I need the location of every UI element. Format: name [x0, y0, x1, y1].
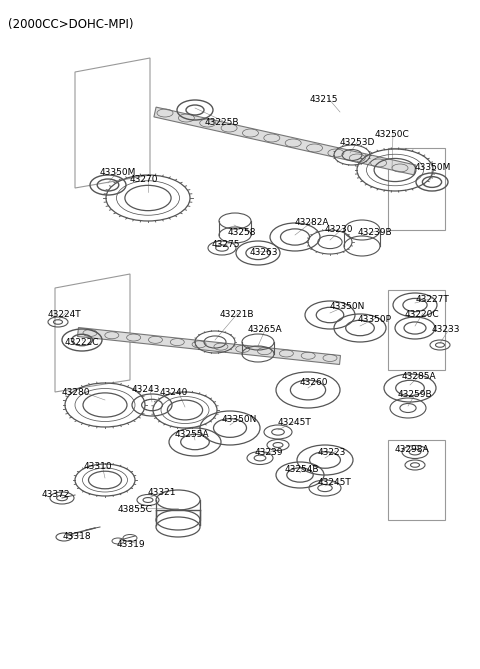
Text: 43243: 43243	[132, 385, 160, 394]
Text: 43221B: 43221B	[220, 310, 254, 319]
Text: 43245T: 43245T	[318, 478, 352, 487]
Text: 43239: 43239	[255, 448, 284, 457]
Text: 43350N: 43350N	[222, 415, 257, 424]
Text: 43240: 43240	[160, 388, 188, 397]
Text: 43321: 43321	[148, 488, 177, 497]
Text: 43259B: 43259B	[398, 390, 432, 399]
Text: 43224T: 43224T	[48, 310, 82, 319]
Text: 43280: 43280	[62, 388, 91, 397]
Text: 43260: 43260	[300, 378, 328, 387]
Text: 43220C: 43220C	[405, 310, 440, 319]
Text: 43350P: 43350P	[358, 315, 392, 324]
Text: 43227T: 43227T	[416, 295, 450, 304]
Text: 43298A: 43298A	[395, 445, 430, 454]
Text: 43263: 43263	[250, 248, 278, 257]
Text: 43254B: 43254B	[285, 465, 320, 474]
Text: 43310: 43310	[84, 462, 113, 471]
Text: 43855C: 43855C	[118, 505, 153, 514]
Text: 43215: 43215	[310, 95, 338, 104]
Text: 43318: 43318	[63, 532, 92, 541]
Text: 43222C: 43222C	[65, 338, 99, 347]
Polygon shape	[78, 328, 340, 365]
Text: 43255A: 43255A	[175, 430, 210, 439]
Text: 43258: 43258	[228, 228, 256, 237]
Polygon shape	[154, 107, 416, 175]
Text: 43282A: 43282A	[295, 218, 329, 227]
Text: 43350N: 43350N	[330, 302, 365, 311]
Text: 43225B: 43225B	[205, 118, 240, 127]
Text: 43253D: 43253D	[340, 138, 375, 147]
Text: 43223: 43223	[318, 448, 347, 457]
Text: 43245T: 43245T	[278, 418, 312, 427]
Text: 43250C: 43250C	[375, 130, 410, 139]
Text: 43275: 43275	[212, 240, 240, 249]
Text: 43233: 43233	[432, 325, 460, 334]
Text: 43350M: 43350M	[415, 163, 451, 172]
Text: 43285A: 43285A	[402, 372, 437, 381]
Text: 43265A: 43265A	[248, 325, 283, 334]
Text: (2000CC>DOHC-MPI): (2000CC>DOHC-MPI)	[8, 18, 133, 31]
Text: 43350M: 43350M	[100, 168, 136, 177]
Text: 43239B: 43239B	[358, 228, 393, 237]
Text: 43372: 43372	[42, 490, 71, 499]
Text: 43230: 43230	[325, 225, 353, 234]
Text: 43319: 43319	[117, 540, 145, 549]
Text: 43270: 43270	[130, 175, 158, 184]
